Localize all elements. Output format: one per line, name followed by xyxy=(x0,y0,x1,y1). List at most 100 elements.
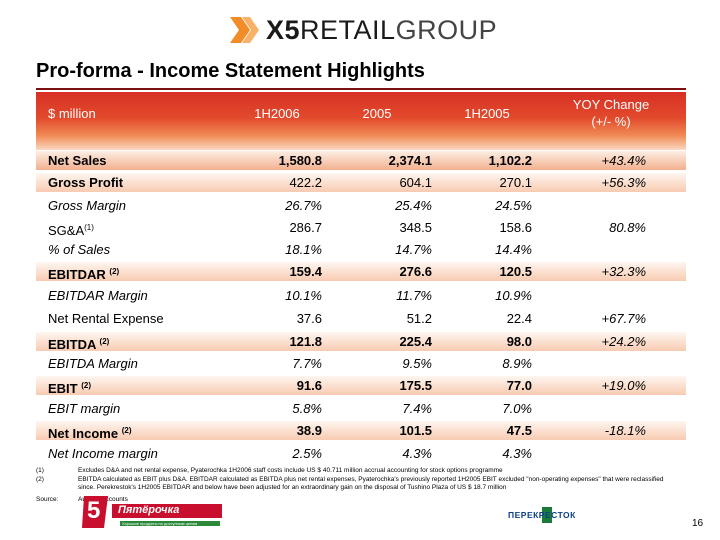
logo-group: GROUP xyxy=(395,14,498,45)
header-col-1h2005: 1H2005 xyxy=(464,106,510,121)
table-row: % of Sales 18.1% 14.7% 14.4% xyxy=(36,239,686,259)
row-value-2005: 101.5 xyxy=(399,423,432,438)
table-row: Gross Profit 422.2 604.1 270.1 +56.3% xyxy=(36,172,686,192)
row-label: EBIT margin xyxy=(48,401,121,416)
row-label-text: EBITDA xyxy=(48,337,96,352)
row-label-text: EBITDAR xyxy=(48,267,106,282)
row-value-1h2006: 10.1% xyxy=(285,288,322,303)
row-value-yoy: +43.4% xyxy=(601,153,646,168)
row-shade xyxy=(36,173,686,192)
row-value-yoy: +67.7% xyxy=(601,311,646,326)
row-value-yoy: +19.0% xyxy=(601,378,646,393)
row-label-text: Net Income xyxy=(48,426,119,441)
table-row: EBITDA Margin 7.7% 9.5% 8.9% xyxy=(36,353,686,373)
row-value-1h2005: 8.9% xyxy=(502,356,532,371)
table-row: EBIT (2) 91.6 175.5 77.0 +19.0% xyxy=(36,375,686,396)
row-value-1h2006: 1,580.8 xyxy=(278,153,322,168)
row-value-1h2005: 24.5% xyxy=(495,198,532,213)
page-number: 16 xyxy=(692,518,704,529)
perekrestok-name: ПЕРЕКРЕСТОК xyxy=(508,510,576,520)
row-label: Gross Profit xyxy=(48,175,124,190)
footnote-key: (1) xyxy=(36,467,44,474)
row-value-2005: 348.5 xyxy=(399,220,432,235)
table-row: Net Income (2) 38.9 101.5 47.5 -18.1% xyxy=(36,420,686,441)
perekrestok-cross-icon xyxy=(542,507,552,523)
row-value-yoy: +24.2% xyxy=(601,334,646,349)
row-value-1h2006: 37.6 xyxy=(296,311,322,326)
row-value-2005: 225.4 xyxy=(399,334,432,349)
footnote-ref: (1) xyxy=(84,223,94,232)
footnote-ref: (2) xyxy=(81,381,92,390)
header-col-1h2006: 1H2006 xyxy=(254,106,300,121)
row-value-1h2005: 120.5 xyxy=(499,264,532,279)
row-value-1h2005: 7.0% xyxy=(502,401,532,416)
row-value-2005: 7.4% xyxy=(402,401,432,416)
row-label: EBITDAR Margin xyxy=(48,288,148,303)
row-label: EBITDAR (2) xyxy=(48,264,119,282)
title-divider xyxy=(36,88,686,90)
row-label: % of Sales xyxy=(48,242,111,257)
row-value-1h2006: 121.8 xyxy=(289,334,322,349)
row-value-yoy: +56.3% xyxy=(601,175,646,190)
row-label: Net Income margin xyxy=(48,446,158,461)
logo-retail: RETAIL xyxy=(300,14,396,45)
row-value-1h2006: 7.7% xyxy=(292,356,322,371)
row-shade xyxy=(36,332,686,351)
row-value-2005: 9.5% xyxy=(402,356,432,371)
row-value-1h2005: 77.0 xyxy=(506,378,532,393)
row-value-1h2006: 38.9 xyxy=(296,423,322,438)
row-value-yoy: +32.3% xyxy=(601,264,646,279)
table-row: EBITDAR Margin 10.1% 11.7% 10.9% xyxy=(36,285,686,305)
row-label: EBITDA Margin xyxy=(48,356,138,371)
pyaterochka-name: Пятёрочка xyxy=(118,504,180,516)
table-row: Net Rental Expense 37.6 51.2 22.4 +67.7% xyxy=(36,308,686,328)
row-value-1h2005: 98.0 xyxy=(506,334,532,349)
footnote-ref: (2) xyxy=(121,426,132,435)
footnote-ref: (2) xyxy=(109,267,120,276)
row-label: EBIT (2) xyxy=(48,378,91,396)
table-row: EBITDAR (2) 159.4 276.6 120.5 +32.3% xyxy=(36,261,686,282)
row-value-1h2005: 270.1 xyxy=(499,175,532,190)
row-value-1h2006: 2.5% xyxy=(292,446,322,461)
table-row: Gross Margin 26.7% 25.4% 24.5% xyxy=(36,195,686,215)
row-value-1h2005: 47.5 xyxy=(506,423,532,438)
header-col-yoy-line2: (+/- %) xyxy=(591,114,631,129)
header-label: $ million xyxy=(48,106,96,121)
row-value-1h2006: 422.2 xyxy=(289,175,322,190)
pyaterochka-numeral: 5 xyxy=(87,497,101,524)
row-value-1h2006: 159.4 xyxy=(289,264,322,279)
row-value-1h2005: 22.4 xyxy=(506,311,532,326)
footnote: (2) EBITDA calculated as EBIT plus D&A. … xyxy=(36,476,686,492)
row-shade xyxy=(36,151,686,170)
row-value-2005: 276.6 xyxy=(399,264,432,279)
row-label: Net Rental Expense xyxy=(48,311,164,326)
x5-chevron-icon xyxy=(230,17,259,43)
row-shade xyxy=(36,262,686,281)
row-value-2005: 2,374.1 xyxy=(388,153,432,168)
row-value-2005: 175.5 xyxy=(399,378,432,393)
footnote: (1) Excludes D&A and net rental expense,… xyxy=(36,467,686,475)
logo-x5: X5 xyxy=(266,14,301,45)
row-value-yoy: -18.1% xyxy=(604,423,646,438)
header-col-2005: 2005 xyxy=(362,106,392,121)
header-col-yoy-line1: YOY Change xyxy=(572,97,650,112)
table-row: SG&A(1) 286.7 348.5 158.6 80.8% xyxy=(36,217,686,238)
row-label: EBITDA (2) xyxy=(48,334,109,352)
footnote-ref: (2) xyxy=(99,337,110,346)
row-value-2005: 604.1 xyxy=(399,175,432,190)
footnote-text: Excludes D&A and net rental expense, Pya… xyxy=(78,467,503,474)
table-row: EBITDA (2) 121.8 225.4 98.0 +24.2% xyxy=(36,331,686,352)
table-row: EBIT margin 5.8% 7.4% 7.0% xyxy=(36,398,686,418)
pyaterochka-logo: 5 Пятёрочка Хорошие продукты по доступны… xyxy=(80,492,230,532)
row-label: SG&A(1) xyxy=(48,220,94,238)
row-shade xyxy=(36,421,686,440)
row-value-1h2005: 14.4% xyxy=(495,242,532,257)
pyaterochka-tagline: Хорошие продукты по доступным ценам xyxy=(122,521,198,526)
row-value-2005: 4.3% xyxy=(402,446,432,461)
row-value-1h2005: 1,102.2 xyxy=(488,153,532,168)
row-label: Net Income (2) xyxy=(48,423,131,441)
row-value-1h2005: 10.9% xyxy=(495,288,532,303)
table-row: Net Income margin 2.5% 4.3% 4.3% xyxy=(36,443,686,463)
row-value-2005: 14.7% xyxy=(395,242,432,257)
row-value-1h2006: 26.7% xyxy=(285,198,322,213)
